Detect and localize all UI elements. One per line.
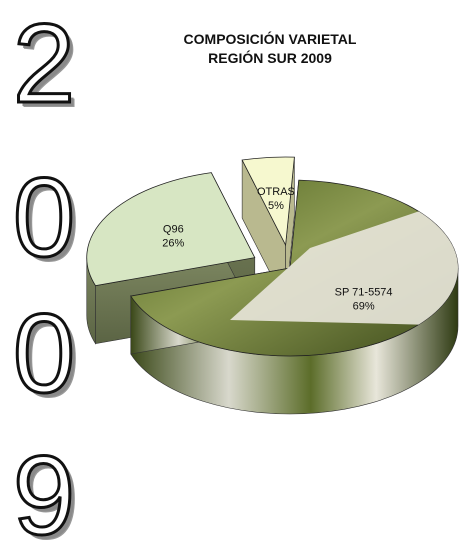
chart-title-line2: REGIÓN SUR 2009 [208,50,332,66]
pie-slice-sp-71-5574: SP 71-5574 69% [130,179,459,415]
year-digit-0-first: 0 [11,155,76,280]
slice-value-sp-71-5574: 69% [353,300,375,312]
slice-label-otras: OTRAS [257,186,295,198]
slice-value-q96: 26% [162,238,184,250]
year-digit-9: 9 [11,433,76,558]
year-digit-2: 2 [11,1,76,126]
chart-title-line1: COMPOSICIÓN VARIETAL [183,31,357,47]
pie-slice-otras: OTRAS 5% [241,156,295,304]
year-digit-0-second: 0 [11,291,76,416]
slice-label-q96: Q96 [163,224,184,236]
slice-value-otras: 5% [268,200,284,212]
slice-label-sp-71-5574: SP 71-5574 [335,286,393,298]
